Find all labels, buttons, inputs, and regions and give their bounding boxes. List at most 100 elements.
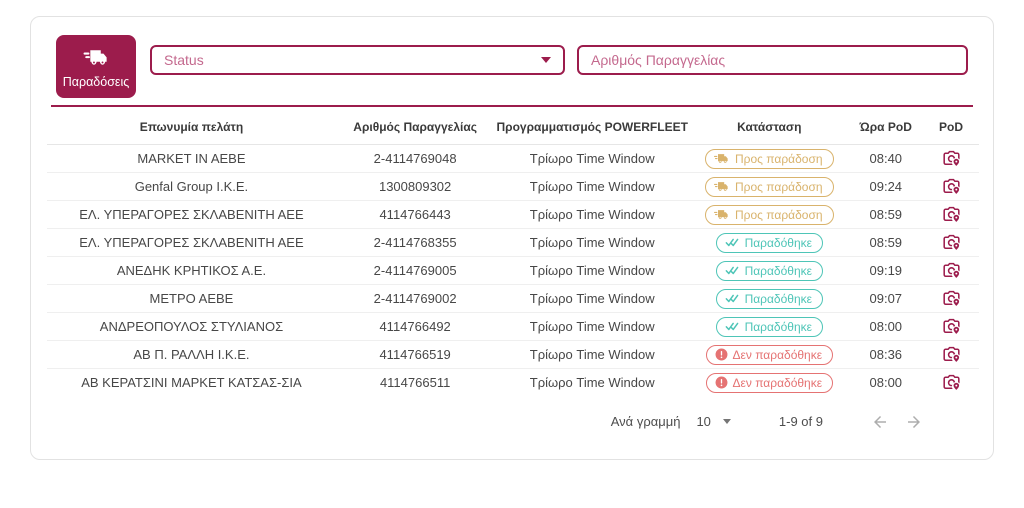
status-label: Παραδόθηκε <box>744 235 812 250</box>
pagination-range: 1-9 of 9 <box>778 414 823 429</box>
pod-camera-button[interactable] <box>940 343 963 365</box>
col-header-pod-time: Ώρα PoD <box>848 107 924 145</box>
filter-bar: Παραδόσεις Status <box>56 35 968 98</box>
table-row[interactable]: ΕΛ. ΥΠΕΡΑΓΟΡΕΣ ΣΚΛΑΒΕΝΙΤΗ ΑΕΕ 4114766443… <box>47 200 979 229</box>
status-filter-select[interactable]: Status <box>150 45 565 75</box>
pod-camera-button[interactable] <box>940 371 963 393</box>
rows-per-page-select[interactable]: 10 <box>696 414 731 429</box>
status-badge: Δεν παραδόθηκε <box>705 372 834 393</box>
order-number-input[interactable] <box>579 47 966 73</box>
order-number-field <box>577 45 968 75</box>
order-number: 4114766511 <box>379 375 451 391</box>
pagination-bar: Ανά γραμμή 10 1-9 of 9 <box>31 413 923 431</box>
powerfleet-schedule: Τρίωρο Time Window <box>494 256 691 285</box>
previous-page-button[interactable] <box>871 413 889 431</box>
camera-location-icon <box>942 150 961 170</box>
customer-name: MARKET IN AEBE <box>47 144 336 173</box>
pod-camera-button[interactable] <box>940 147 963 169</box>
double-check-icon <box>725 265 740 276</box>
status-filter-label: Status <box>164 52 204 68</box>
status-badge: Παραδόθηκε <box>715 316 823 337</box>
double-check-icon <box>725 237 740 248</box>
status-badge: Προς παράδοση <box>705 148 834 169</box>
camera-location-icon <box>942 234 961 254</box>
powerfleet-schedule: Τρίωρο Time Window <box>529 375 655 391</box>
double-check-icon <box>725 293 740 304</box>
order-number: 4114766492 <box>335 312 495 341</box>
chevron-down-icon <box>541 57 551 63</box>
camera-location-icon <box>942 346 961 366</box>
double-check-icon <box>725 321 740 332</box>
customer-name: ΑΝΔΡΕΟΠΟΥΛΟΣ ΣΤΥΛΙΑΝΟΣ <box>47 312 336 341</box>
deliveries-table: Επωνυμία πελάτη Αριθμός Παραγγελίας Προγ… <box>47 107 979 397</box>
powerfleet-schedule: Τρίωρο Time Window <box>494 228 691 257</box>
status-label: Δεν παραδόθηκε <box>732 375 823 390</box>
camera-location-icon <box>942 290 961 310</box>
table-row[interactable]: ΑΒ ΚΕΡΑΤΣΙΝΙ ΜΑΡΚΕΤ ΚΑΤΣΑΣ-ΣΙΑ 411476651… <box>47 369 979 397</box>
deliveries-module-button[interactable]: Παραδόσεις <box>56 35 136 98</box>
customer-name: ΑΝΕΔΗΚ ΚΡΗΤΙΚΟΣ Α.Ε. <box>47 256 336 285</box>
module-label: Παραδόσεις <box>62 75 130 89</box>
table-row[interactable]: ΑΒ Π. ΡΑΛΛΗ Ι.Κ.Ε. 4114766519 Τρίωρο Tim… <box>47 340 979 369</box>
status-badge: Δεν παραδόθηκε <box>705 344 834 365</box>
pod-camera-button[interactable] <box>940 315 963 337</box>
rows-per-page-label: Ανά γραμμή <box>610 414 681 429</box>
error-icon <box>715 376 728 389</box>
pod-camera-button[interactable] <box>940 175 963 197</box>
powerfleet-schedule: Τρίωρο Time Window <box>494 144 691 173</box>
table-row[interactable]: ΜΕΤΡΟ ΑΕΒΕ 2-4114769002 Τρίωρο Time Wind… <box>47 284 979 313</box>
truck-icon <box>714 208 730 221</box>
pod-time: 08:59 <box>848 200 924 229</box>
status-label: Παραδόθηκε <box>744 291 812 306</box>
delivery-truck-icon <box>83 44 110 71</box>
table-header: Επωνυμία πελάτη Αριθμός Παραγγελίας Προγ… <box>47 107 979 145</box>
table-row[interactable]: ΑΝΕΔΗΚ ΚΡΗΤΙΚΟΣ Α.Ε. 2-4114769005 Τρίωρο… <box>47 256 979 285</box>
camera-location-icon <box>942 262 961 282</box>
col-header-powerfleet: Προγραμματισμός POWERFLEET <box>494 107 691 145</box>
pod-time: 09:24 <box>848 172 924 201</box>
truck-icon <box>714 180 730 193</box>
table-row[interactable]: Genfal Group I.K.E. 1300809302 Τρίωρο Ti… <box>47 172 979 201</box>
camera-location-icon <box>942 206 961 226</box>
arrow-right-icon <box>905 415 923 434</box>
status-badge: Προς παράδοση <box>705 204 834 225</box>
customer-name: ΜΕΤΡΟ ΑΕΒΕ <box>47 284 336 313</box>
status-badge: Παραδόθηκε <box>715 232 823 253</box>
pod-camera-button[interactable] <box>940 287 963 309</box>
order-number: 2-4114769048 <box>335 144 495 173</box>
pod-time: 09:07 <box>848 284 924 313</box>
order-number: 1300809302 <box>335 172 495 201</box>
order-number: 2-4114768355 <box>335 228 495 257</box>
pod-time: 09:19 <box>848 256 924 285</box>
powerfleet-schedule: Τρίωρο Time Window <box>494 200 691 229</box>
col-header-customer: Επωνυμία πελάτη <box>47 107 336 145</box>
customer-name: ΑΒ ΚΕΡΑΤΣΙΝΙ ΜΑΡΚΕΤ ΚΑΤΣΑΣ-ΣΙΑ <box>81 375 302 391</box>
pod-camera-button[interactable] <box>940 231 963 253</box>
status-label: Προς παράδοση <box>735 207 823 222</box>
rows-per-page-value: 10 <box>696 414 711 429</box>
camera-location-icon <box>942 375 961 394</box>
order-number: 4114766443 <box>335 200 495 229</box>
status-label: Παραδόθηκε <box>744 263 812 278</box>
camera-location-icon <box>942 178 961 198</box>
status-label: Παραδόθηκε <box>744 319 812 334</box>
pod-camera-button[interactable] <box>940 203 963 225</box>
pod-time: 08:36 <box>848 340 924 369</box>
status-label: Προς παράδοση <box>735 151 823 166</box>
customer-name: ΑΒ Π. ΡΑΛΛΗ Ι.Κ.Ε. <box>47 340 336 369</box>
pod-time: 08:00 <box>848 312 924 341</box>
header-divider <box>51 105 973 107</box>
table-row[interactable]: ΑΝΔΡΕΟΠΟΥΛΟΣ ΣΤΥΛΙΑΝΟΣ 4114766492 Τρίωρο… <box>47 312 979 341</box>
pod-time: 08:59 <box>848 228 924 257</box>
next-page-button[interactable] <box>905 413 923 431</box>
status-badge: Προς παράδοση <box>705 176 834 197</box>
pod-camera-button[interactable] <box>940 259 963 281</box>
powerfleet-schedule: Τρίωρο Time Window <box>494 312 691 341</box>
chevron-down-icon <box>722 419 731 424</box>
table-row[interactable]: ΕΛ. ΥΠΕΡΑΓΟΡΕΣ ΣΚΛΑΒΕΝΙΤΗ ΑΕΕ 2-41147683… <box>47 228 979 257</box>
table-row[interactable]: MARKET IN AEBE 2-4114769048 Τρίωρο Time … <box>47 144 979 173</box>
status-label: Δεν παραδόθηκε <box>732 347 823 362</box>
order-number: 2-4114769002 <box>335 284 495 313</box>
camera-location-icon <box>942 318 961 338</box>
powerfleet-schedule: Τρίωρο Time Window <box>494 284 691 313</box>
